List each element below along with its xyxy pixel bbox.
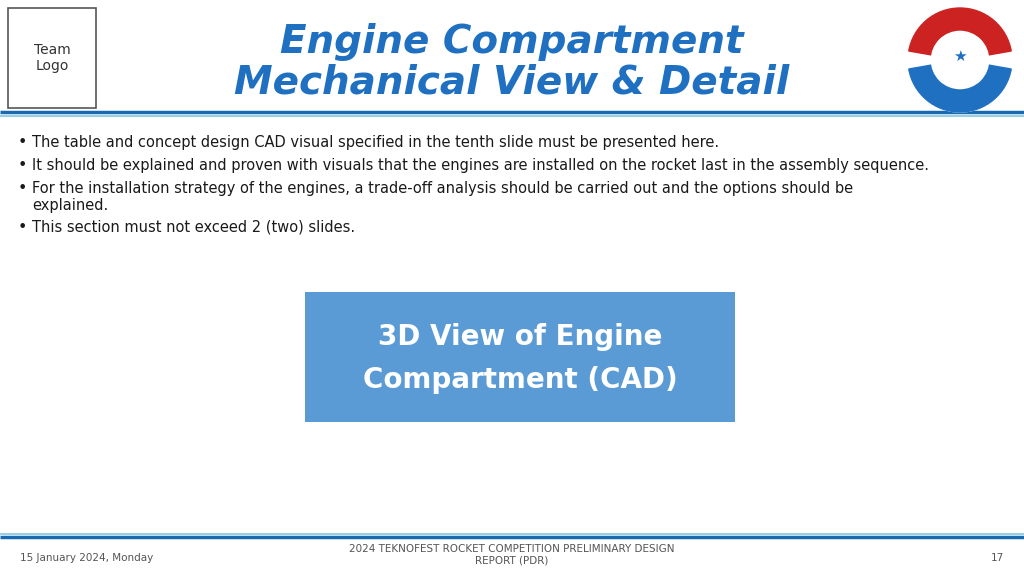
Text: Team
Logo: Team Logo	[34, 43, 71, 73]
Text: •: •	[18, 135, 28, 150]
FancyBboxPatch shape	[8, 8, 96, 108]
Text: 2024 TEKNOFEST ROCKET COMPETITION PRELIMINARY DESIGN
REPORT (PDR): 2024 TEKNOFEST ROCKET COMPETITION PRELIM…	[349, 544, 675, 566]
Text: The table and concept design CAD visual specified in the tenth slide must be pre: The table and concept design CAD visual …	[32, 135, 719, 150]
Text: •: •	[18, 158, 28, 173]
Circle shape	[932, 32, 988, 89]
Text: Engine Compartment: Engine Compartment	[281, 23, 743, 61]
Text: It should be explained and proven with visuals that the engines are installed on: It should be explained and proven with v…	[32, 158, 929, 173]
Text: This section must not exceed 2 (two) slides.: This section must not exceed 2 (two) sli…	[32, 220, 355, 235]
Text: Compartment (CAD): Compartment (CAD)	[362, 366, 677, 394]
Text: 3D View of Engine: 3D View of Engine	[378, 323, 663, 351]
Text: TEKNOFEST: TEKNOFEST	[942, 71, 978, 77]
Text: 15 January 2024, Monday: 15 January 2024, Monday	[20, 553, 154, 563]
FancyBboxPatch shape	[305, 292, 735, 422]
Wedge shape	[908, 8, 1012, 60]
Text: Mechanical View & Detail: Mechanical View & Detail	[234, 63, 790, 101]
Circle shape	[908, 8, 1012, 112]
Text: •: •	[18, 181, 28, 196]
Wedge shape	[908, 60, 1012, 112]
Text: 17: 17	[991, 553, 1004, 563]
Text: ★: ★	[953, 48, 967, 63]
Text: For the installation strategy of the engines, a trade-off analysis should be car: For the installation strategy of the eng…	[32, 181, 853, 213]
Text: •: •	[18, 220, 28, 235]
